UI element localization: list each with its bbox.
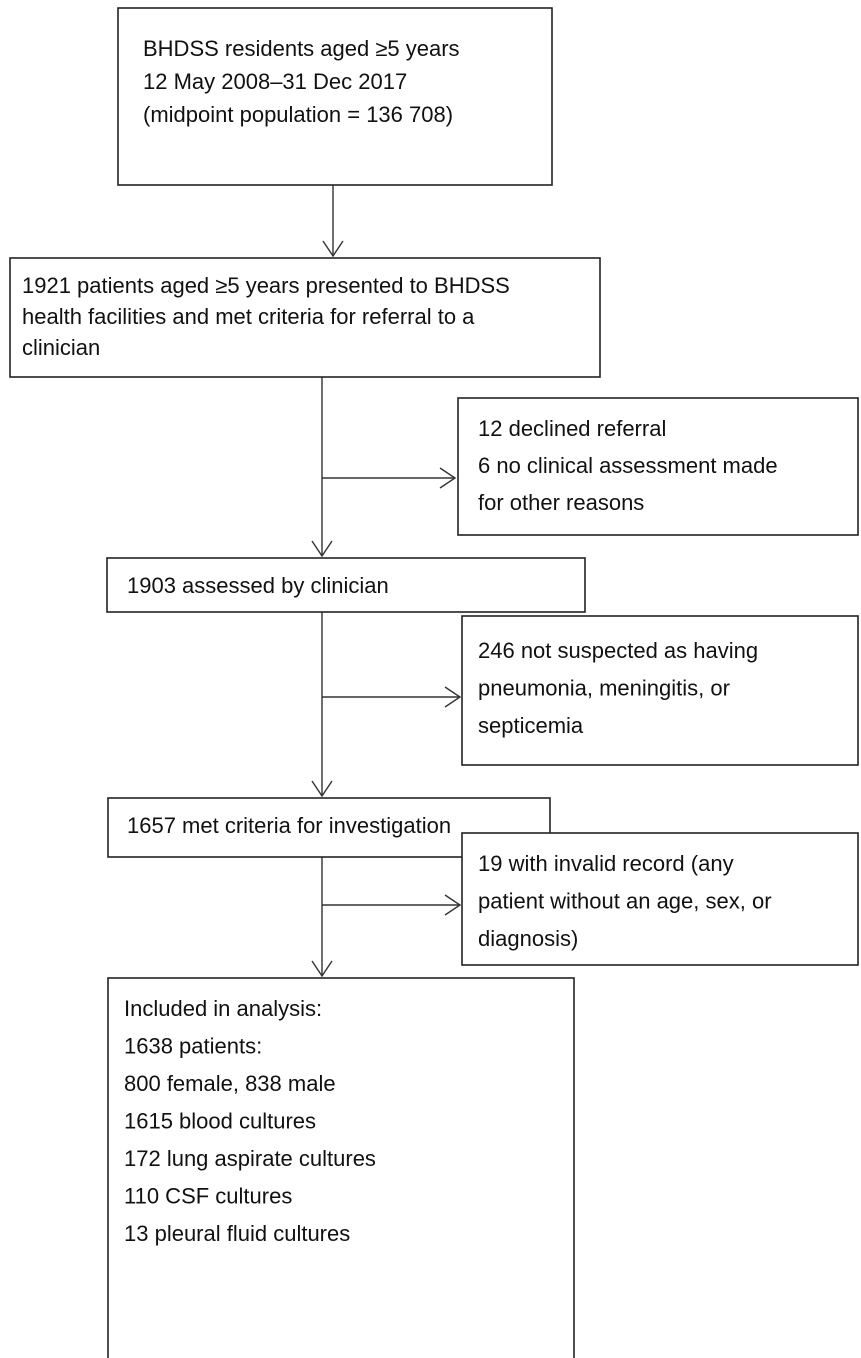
node-box <box>117 7 553 186</box>
node-text: diagnosis) <box>478 926 578 951</box>
node-box <box>9 257 601 378</box>
node-text: 1921 patients aged ≥5 years presented to… <box>22 273 510 298</box>
node: BHDSS residents aged ≥5 years 12 May 2008… <box>117 7 553 186</box>
node-text: Included in analysis: <box>124 996 322 1021</box>
node-text: 110 CSF cultures <box>124 1183 292 1208</box>
arrowhead <box>444 894 462 916</box>
node-text: 1638 patients: <box>124 1033 262 1058</box>
node-box <box>461 615 859 766</box>
node-text: 172 lung aspirate cultures <box>124 1146 376 1171</box>
node-text: 1657 met criteria for investigation <box>127 813 451 838</box>
node-text: 13 pleural fluid cultures <box>124 1221 350 1246</box>
node-text: 19 with invalid record (any <box>478 851 734 876</box>
node-box <box>106 557 586 613</box>
node: 1921 patients aged ≥5 years presented to… <box>9 257 601 378</box>
arrowhead <box>439 467 457 489</box>
node-text: BHDSS residents aged ≥5 years <box>143 36 460 61</box>
node-text: patient without an age, sex, or <box>478 888 772 913</box>
node: Included in analysis: 1638 patients: 800 f… <box>107 977 575 1358</box>
connectors <box>311 185 462 978</box>
arrowhead <box>322 240 344 258</box>
node-text: health facilities and met criteria for r… <box>22 304 475 329</box>
node-box <box>461 832 859 966</box>
arrowhead <box>311 960 333 978</box>
node: 246 not suspected as having pneumonia, me… <box>461 615 859 766</box>
node-text: for other reasons <box>478 490 644 515</box>
node-box <box>457 397 859 536</box>
node-text: septicemia <box>478 713 584 738</box>
arrowhead <box>311 540 333 558</box>
node-text: 246 not suspected as having <box>478 638 758 663</box>
node: 1903 assessed by clinician <box>106 557 586 613</box>
node: 1657 met criteria for investigation <box>107 797 551 858</box>
node-text: 12 declined referral <box>478 416 666 441</box>
arrowhead <box>311 780 333 798</box>
arrowhead <box>444 686 462 708</box>
node-text: clinician <box>22 335 100 360</box>
node-text: 12 May 2008–31 Dec 2017 <box>143 69 407 94</box>
node-text: 6 no clinical assessment made <box>478 453 778 478</box>
node-text: 800 female, 838 male <box>124 1071 336 1096</box>
node-text: (midpoint population = 136 708) <box>143 102 453 127</box>
node-text: 1903 assessed by clinician <box>127 573 389 598</box>
node-text: 1615 blood cultures <box>124 1108 316 1133</box>
node-text: pneumonia, meningitis, or <box>478 675 730 700</box>
node-box <box>107 797 551 858</box>
node: 19 with invalid record (any patient witho… <box>461 832 859 966</box>
node: 12 declined referral 6 no clinical assess… <box>457 397 859 536</box>
node-box <box>107 977 575 1358</box>
